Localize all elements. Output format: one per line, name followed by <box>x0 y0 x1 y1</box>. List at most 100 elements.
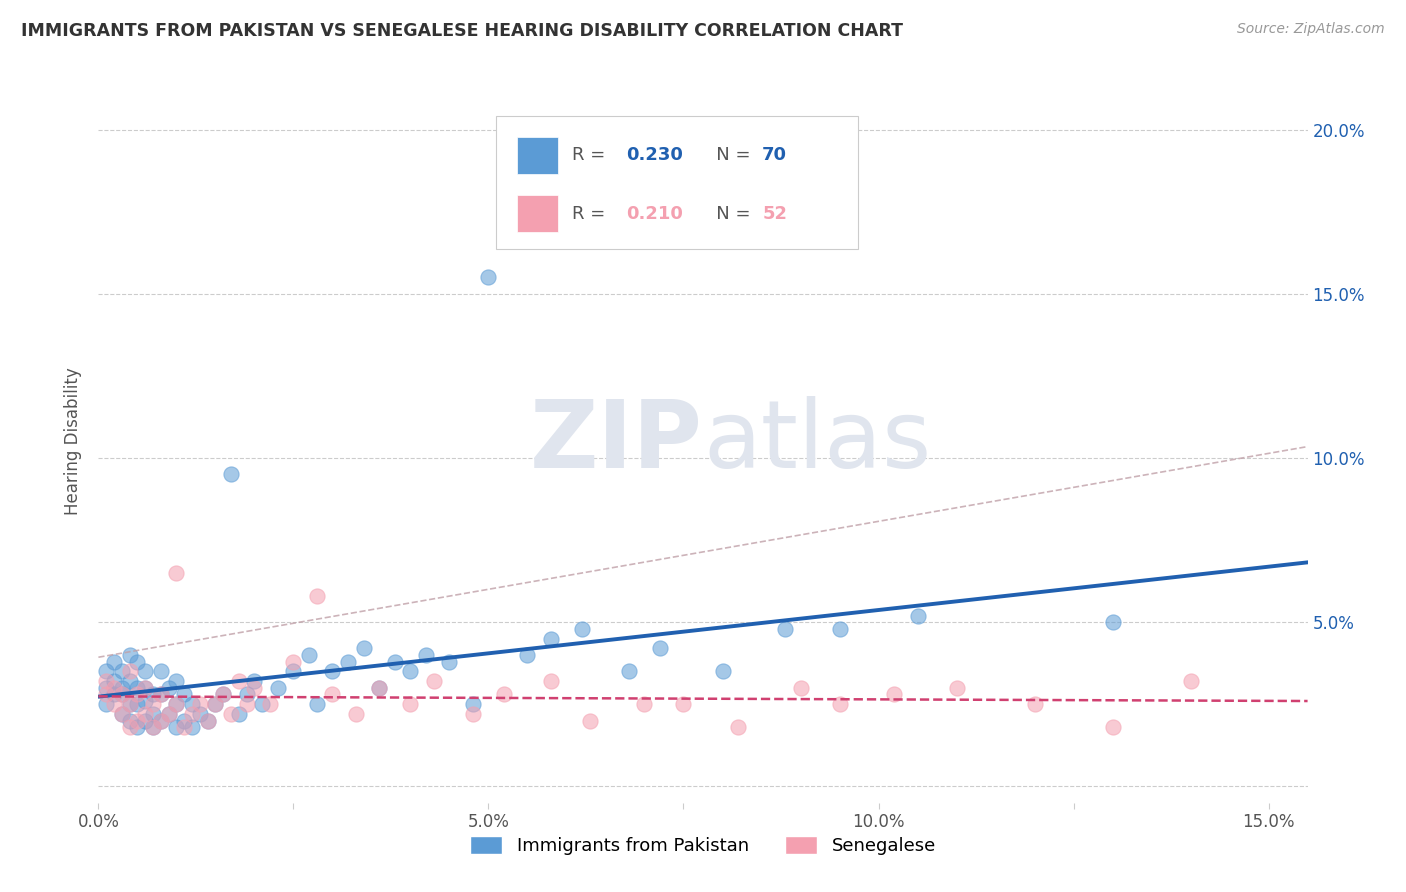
Immigrants from Pakistan <box>228 707 250 722</box>
Immigrants from Pakistan <box>461 698 484 712</box>
Senegalese <box>157 707 180 722</box>
Immigrants from Pakistan <box>173 687 195 701</box>
Immigrants from Pakistan <box>648 641 671 656</box>
Senegalese <box>259 698 281 712</box>
Senegalese <box>103 681 125 695</box>
Senegalese <box>945 681 967 695</box>
Immigrants from Pakistan <box>142 687 165 701</box>
Immigrants from Pakistan <box>212 687 235 701</box>
Immigrants from Pakistan <box>828 622 851 636</box>
Senegalese <box>243 681 266 695</box>
Immigrants from Pakistan <box>127 698 149 712</box>
Immigrants from Pakistan <box>219 467 242 482</box>
Immigrants from Pakistan <box>111 687 134 701</box>
Senegalese <box>305 589 328 603</box>
Text: R =: R = <box>572 146 612 164</box>
Immigrants from Pakistan <box>617 665 640 679</box>
Senegalese <box>540 674 562 689</box>
Senegalese <box>165 566 187 580</box>
Senegalese <box>235 698 257 712</box>
Senegalese <box>142 720 165 734</box>
Immigrants from Pakistan <box>384 655 406 669</box>
Senegalese <box>344 707 367 722</box>
Text: 70: 70 <box>762 146 787 164</box>
Senegalese <box>134 707 156 722</box>
Immigrants from Pakistan <box>773 622 796 636</box>
Immigrants from Pakistan <box>127 720 149 734</box>
Senegalese <box>127 687 149 701</box>
Senegalese <box>494 687 516 701</box>
Immigrants from Pakistan <box>165 674 187 689</box>
Senegalese <box>461 707 484 722</box>
Immigrants from Pakistan <box>149 687 172 701</box>
Immigrants from Pakistan <box>283 665 305 679</box>
Immigrants from Pakistan <box>204 698 226 712</box>
Immigrants from Pakistan <box>134 681 156 695</box>
Immigrants from Pakistan <box>415 648 437 662</box>
Immigrants from Pakistan <box>711 665 734 679</box>
Immigrants from Pakistan <box>165 720 187 734</box>
Immigrants from Pakistan <box>571 622 593 636</box>
Immigrants from Pakistan <box>127 655 149 669</box>
Senegalese <box>96 687 118 701</box>
Y-axis label: Hearing Disability: Hearing Disability <box>65 368 83 516</box>
Immigrants from Pakistan <box>149 714 172 728</box>
Senegalese <box>111 687 134 701</box>
Senegalese <box>111 707 134 722</box>
Immigrants from Pakistan <box>181 698 204 712</box>
Immigrants from Pakistan <box>439 655 461 669</box>
Senegalese <box>103 698 125 712</box>
Senegalese <box>118 698 141 712</box>
Senegalese <box>181 707 204 722</box>
Immigrants from Pakistan <box>134 694 156 708</box>
Immigrants from Pakistan <box>111 665 134 679</box>
Text: N =: N = <box>699 204 756 222</box>
Senegalese <box>883 687 905 701</box>
Senegalese <box>423 674 446 689</box>
Immigrants from Pakistan <box>399 665 422 679</box>
Immigrants from Pakistan <box>96 698 118 712</box>
Immigrants from Pakistan <box>197 714 219 728</box>
Senegalese <box>789 681 811 695</box>
Senegalese <box>149 714 172 728</box>
Text: Source: ZipAtlas.com: Source: ZipAtlas.com <box>1237 22 1385 37</box>
Senegalese <box>188 698 211 712</box>
Immigrants from Pakistan <box>516 648 538 662</box>
Senegalese <box>828 698 851 712</box>
Text: ZIP: ZIP <box>530 395 703 488</box>
Immigrants from Pakistan <box>96 665 118 679</box>
Immigrants from Pakistan <box>118 698 141 712</box>
Immigrants from Pakistan <box>368 681 391 695</box>
Immigrants from Pakistan <box>235 687 257 701</box>
Immigrants from Pakistan <box>134 665 156 679</box>
Senegalese <box>165 698 187 712</box>
Immigrants from Pakistan <box>173 714 195 728</box>
Senegalese <box>368 681 391 695</box>
Legend: Immigrants from Pakistan, Senegalese: Immigrants from Pakistan, Senegalese <box>463 829 943 863</box>
Immigrants from Pakistan <box>118 648 141 662</box>
Immigrants from Pakistan <box>157 681 180 695</box>
Immigrants from Pakistan <box>353 641 375 656</box>
Senegalese <box>118 720 141 734</box>
Immigrants from Pakistan <box>907 608 929 623</box>
Senegalese <box>197 714 219 728</box>
Senegalese <box>118 665 141 679</box>
Immigrants from Pakistan <box>188 707 211 722</box>
Text: IMMIGRANTS FROM PAKISTAN VS SENEGALESE HEARING DISABILITY CORRELATION CHART: IMMIGRANTS FROM PAKISTAN VS SENEGALESE H… <box>21 22 903 40</box>
Immigrants from Pakistan <box>103 687 125 701</box>
Immigrants from Pakistan <box>477 270 499 285</box>
Senegalese <box>96 674 118 689</box>
Senegalese <box>134 681 156 695</box>
Senegalese <box>127 714 149 728</box>
Immigrants from Pakistan <box>134 714 156 728</box>
Text: atlas: atlas <box>703 395 931 488</box>
Immigrants from Pakistan <box>103 655 125 669</box>
Immigrants from Pakistan <box>142 707 165 722</box>
Immigrants from Pakistan <box>1101 615 1123 630</box>
Senegalese <box>727 720 749 734</box>
Senegalese <box>212 687 235 701</box>
Immigrants from Pakistan <box>181 720 204 734</box>
Immigrants from Pakistan <box>149 665 172 679</box>
Immigrants from Pakistan <box>165 698 187 712</box>
Text: 0.230: 0.230 <box>626 146 683 164</box>
